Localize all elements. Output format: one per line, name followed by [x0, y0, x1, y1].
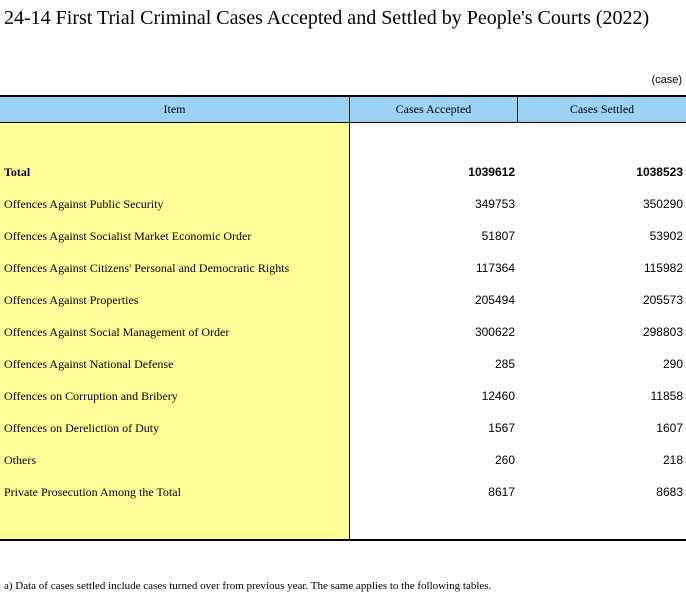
table-row: Offences Against Socialist Market Econom…: [0, 220, 686, 252]
unit-label: (case): [651, 74, 682, 86]
table-row: Offences Against Properties 205494 205573: [0, 284, 686, 316]
table-row: Offences Against National Defense 285 290: [0, 348, 686, 380]
cell-cases-accepted: 12460: [481, 389, 515, 403]
table-row: Offences Against Social Management of Or…: [0, 316, 686, 348]
cell-cases-settled: 1038523: [636, 165, 683, 179]
column-header-cases-settled: Cases Settled: [569, 102, 635, 116]
cell-cases-settled: 53902: [649, 229, 683, 243]
table-row: Others 260 218: [0, 444, 686, 476]
cell-cases-accepted: 260: [494, 453, 515, 467]
cell-cases-settled: 8683: [656, 485, 683, 499]
column-header-item: Item: [0, 97, 350, 122]
cell-cases-settled: 298803: [642, 325, 683, 339]
cell-item: Offences Against National Defense: [4, 357, 174, 371]
cell-cases-accepted: 1567: [488, 421, 515, 435]
cell-cases-accepted: 285: [494, 357, 515, 371]
table-bottom-rule: [0, 539, 686, 541]
cell-item: Others: [4, 453, 36, 467]
cell-item: Private Prosecution Among the Total: [4, 485, 181, 499]
cell-cases-accepted: 349753: [474, 197, 515, 211]
cell-cases-settled: 11858: [650, 389, 683, 403]
footnote: a) Data of cases settled include cases t…: [4, 580, 492, 592]
cell-cases-accepted: 1039612: [468, 165, 515, 179]
table-row: Offences on Dereliction of Duty 1567 1607: [0, 412, 686, 444]
data-table: Item Cases Accepted Cases Settled Total 1…: [0, 95, 686, 541]
table-row: Total 1039612 1038523: [0, 156, 686, 188]
item-column-background: [0, 123, 350, 539]
cell-item: Total: [4, 165, 31, 179]
cell-cases-accepted: 51807: [481, 229, 515, 243]
cell-cases-accepted: 8617: [488, 485, 515, 499]
cell-cases-settled: 350290: [642, 197, 683, 211]
cell-cases-settled: 205573: [642, 293, 683, 307]
column-header-cases-accepted: Cases Accepted: [350, 97, 518, 122]
cell-item: Offences Against Social Management of Or…: [4, 325, 230, 339]
cell-item: Offences on Corruption and Bribery: [4, 389, 178, 403]
table-row: Private Prosecution Among the Total 8617 8…: [0, 476, 686, 508]
cell-cases-accepted: 117364: [475, 261, 515, 275]
page-title: 24-14 First Trial Criminal Cases Accepte…: [4, 7, 650, 29]
table-row: Offences Against Citizens' Personal and …: [0, 252, 686, 284]
cell-cases-settled: 1607: [656, 421, 683, 435]
cell-cases-settled: 115982: [643, 261, 683, 275]
cell-item: Offences Against Public Security: [4, 197, 164, 211]
table-row: Offences Against Public Security 349753 35…: [0, 188, 686, 220]
cell-cases-settled: 218: [662, 453, 683, 467]
cell-item: Offences Against Properties: [4, 293, 139, 307]
cell-cases-settled: 290: [662, 357, 683, 371]
cell-item: Offences Against Citizens' Personal and …: [4, 261, 290, 275]
cell-cases-accepted: 205494: [474, 293, 515, 307]
cell-item: Offences on Dereliction of Duty: [4, 421, 160, 435]
table-row: Offences on Corruption and Bribery 12460 1…: [0, 380, 686, 412]
table-header: Item Cases Accepted Cases Settled: [0, 95, 686, 123]
cell-item: Offences Against Socialist Market Econom…: [4, 229, 252, 243]
cell-cases-accepted: 300622: [474, 325, 515, 339]
